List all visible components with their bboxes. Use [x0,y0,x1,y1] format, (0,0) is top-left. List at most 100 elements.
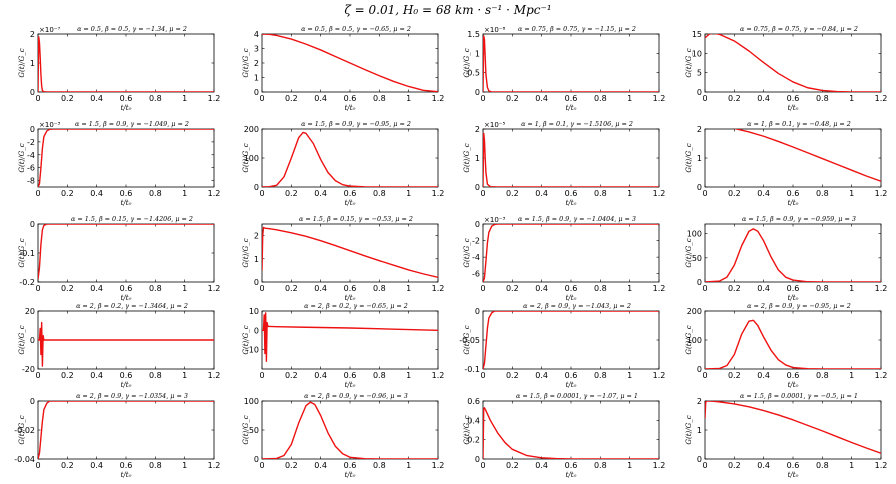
y-multiplier: ×10⁻⁷ [39,26,60,34]
x-tick-label: 0 [480,371,485,380]
x-tick-label: 0.2 [506,284,519,293]
x-tick-label: 0.6 [120,189,133,198]
subplot-12: α = 1.5, β = 0.9, γ = −0.959, μ = 3 0 0.2 0… [685,215,887,302]
y-tick-label: -8 [27,177,35,186]
x-axis-label: t/t₀ [566,471,577,479]
x-tick-label: 1 [406,189,411,198]
x-tick-label: 1.2 [208,371,221,380]
x-tick-label: 0.2 [506,371,519,380]
x-tick-label: 0.2 [285,371,298,380]
x-tick-label: 0.6 [120,284,133,293]
x-tick-label: 1 [182,94,187,103]
y-tick-label: 2 [30,30,35,39]
y-tick-label: 100 [244,154,259,163]
subplot-1: α = 0.5, β = 0.5, γ = −1.34, μ = 2 0 0.2 0.… [18,25,220,112]
y-axis-label: G(t)/G_c [685,415,693,444]
y-tick-label: -20 [22,365,35,374]
x-tick-label: 1.2 [653,371,666,380]
axes-box [37,33,215,93]
axes-box [37,223,215,283]
figure-title: ζ = 0.01, H₀ = 68 km · s⁻¹ · Mpc⁻¹ [344,3,552,17]
y-tick-label: 2 [475,125,480,134]
x-tick-label: 0.6 [120,371,133,380]
x-tick-label: 0.8 [149,461,162,470]
subplot-title: α = 2, β = 0.9, γ = −1.043, μ = 2 [523,302,631,310]
y-tick-label: 0.4 [467,416,480,425]
y-tick-label: 3 [254,45,259,54]
y-tick-label: -0.1 [19,249,35,258]
x-tick-label: 0.8 [816,94,829,103]
x-tick-label: 0.8 [149,284,162,293]
subplot-10: α = 1.5, β = 0.15, γ = −0.53, μ = 2 0 0.2 0… [242,215,444,302]
subplot-17: α = 2, β = 0.9, γ = −1.0354, μ = 3 0 0.2 0.… [14,392,220,479]
x-tick-label: 0.2 [506,461,519,470]
x-tick-label: 0.4 [90,284,103,293]
series-line [262,226,438,279]
y-tick-label: 2 [254,59,259,68]
x-tick-label: 1 [849,284,854,293]
y-tick-label: -0.02 [14,426,35,435]
x-tick-label: 1.2 [208,189,221,198]
x-tick-label: 0.6 [344,371,357,380]
axes-box [482,33,660,93]
x-tick-label: 0.4 [90,461,103,470]
x-tick-label: 0 [480,189,485,198]
subplot-title: α = 2, β = 0.9, γ = −0.95, μ = 2 [747,302,851,310]
y-axis-label: G(t)/G_c [242,415,250,444]
x-tick-label: 1.2 [875,189,888,198]
x-tick-label: 1 [406,284,411,293]
x-tick-label: 0.6 [344,461,357,470]
x-tick-label: 0.2 [285,284,298,293]
series-line [38,129,214,187]
x-tick-label: 0.2 [61,371,74,380]
subplot-14: α = 2, β = 0.2, γ = −0.65, μ = 2 0 0.2 0.4 0… [242,302,444,389]
x-axis-label: t/t₀ [566,381,577,389]
y-tick-label: 1 [697,154,702,163]
x-tick-label: 1.2 [653,189,666,198]
series-line [483,35,659,92]
axes-box [37,400,215,460]
x-tick-label: 0.2 [285,461,298,470]
x-tick-label: 0 [702,461,707,470]
x-tick-label: 0.2 [728,189,741,198]
x-tick-label: 1.2 [432,94,445,103]
y-tick-label: 0 [30,397,35,406]
axes-box [261,400,439,460]
axes-box [704,128,882,188]
series-line [733,129,881,182]
x-tick-label: 0 [702,189,707,198]
y-axis-label: G(t)/G_c [242,238,250,267]
y-tick-label: 0 [697,365,702,374]
y-tick-label: 0 [254,455,259,464]
x-tick-label: 0.2 [61,189,74,198]
subplot-title: α = 1.5, β = 0.9, γ = −1.0404, μ = 3 [518,215,636,223]
subplot-7: α = 1, β = 0.1, γ = −1.5106, μ = 2 0 0.2 0.… [463,120,665,207]
x-tick-label: 0.6 [565,284,578,293]
y-tick-label: 15 [692,30,702,39]
series-line [262,312,438,362]
y-axis-label: G(t)/G_c [685,325,693,354]
y-tick-label: 0 [697,88,702,97]
series-line [705,401,881,454]
axes-box [704,400,882,460]
x-tick-label: 0.2 [285,94,298,103]
y-tick-label: 1.5 [467,30,480,39]
x-tick-label: 1.2 [875,94,888,103]
subplot-5: α = 1.5, β = 0.9, γ = −1.049, μ = 2 0 0.2 0… [18,120,220,207]
series-line [38,224,214,280]
y-tick-label: 50 [692,254,702,263]
subplot-title: α = 1.5, β = 0.9, γ = −1.049, μ = 2 [75,120,189,128]
y-axis-label: G(t)/G_c [685,143,693,172]
x-axis-label: t/t₀ [121,294,132,302]
x-axis-label: t/t₀ [345,199,356,207]
x-tick-label: 1.2 [875,371,888,380]
subplot-title: α = 1, β = 0.1, γ = −1.5106, μ = 2 [521,120,633,128]
x-tick-label: 0.4 [757,284,770,293]
subplot-title: α = 2, β = 0.2, γ = −0.65, μ = 2 [304,302,408,310]
x-tick-label: 0.6 [787,189,800,198]
x-tick-label: 0.2 [506,189,519,198]
y-tick-label: 100 [687,230,702,239]
x-tick-label: 0.4 [314,461,327,470]
subplot-title: α = 1.5, β = 0.0001, γ = −0.5, μ = 1 [740,392,858,400]
